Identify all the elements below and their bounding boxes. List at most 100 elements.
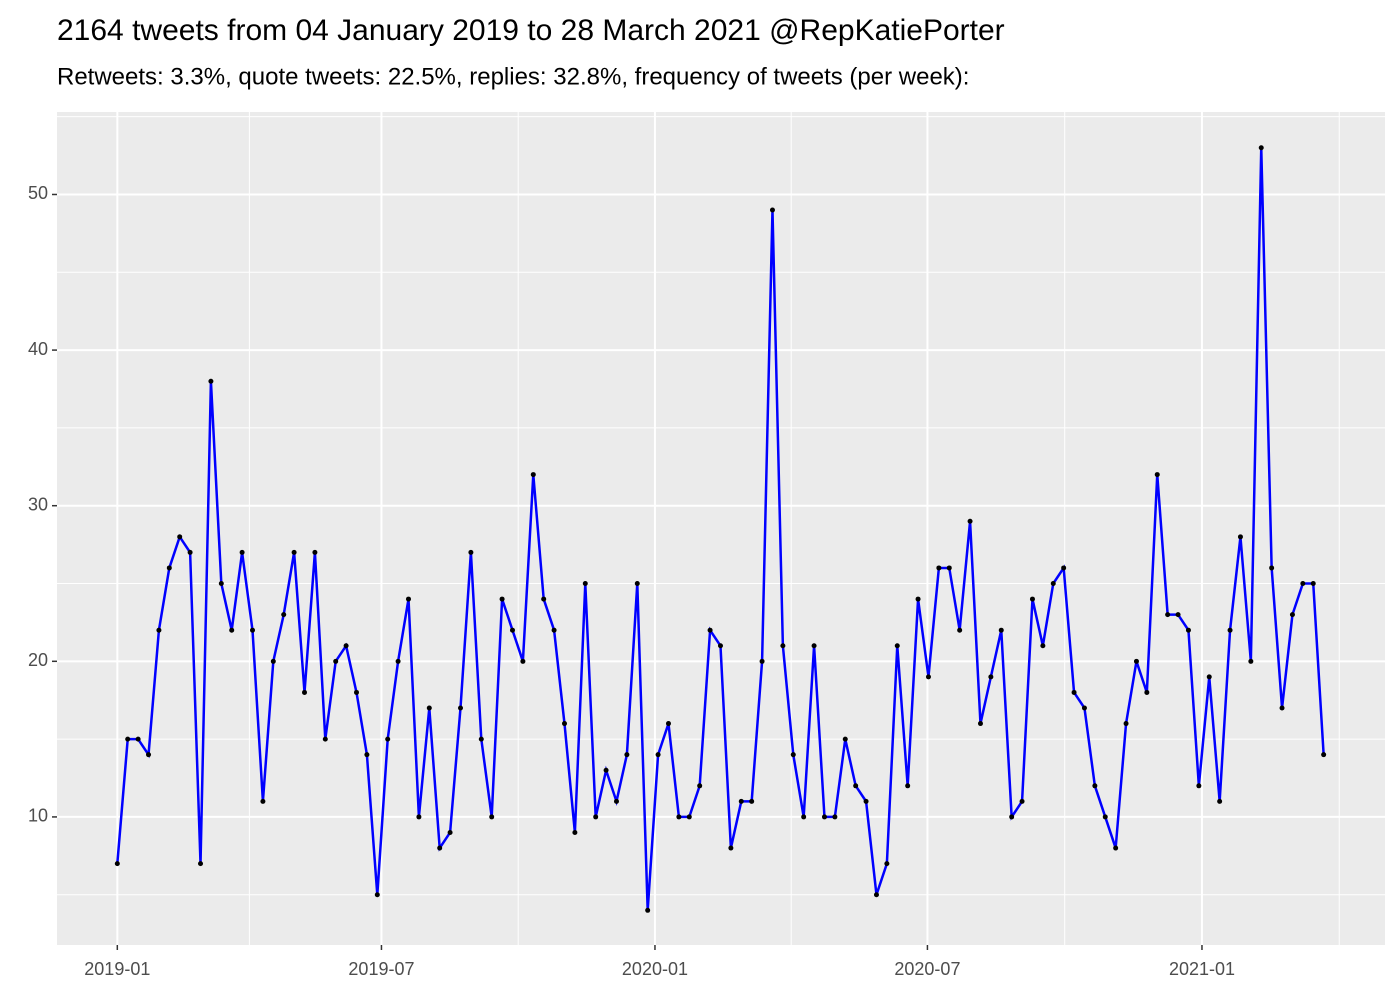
plot-panel bbox=[57, 112, 1385, 945]
point bbox=[229, 627, 235, 633]
point bbox=[582, 581, 588, 587]
point bbox=[156, 627, 162, 633]
point bbox=[322, 736, 328, 742]
chart-subtitle: Retweets: 3.3%, quote tweets: 22.5%, rep… bbox=[57, 63, 969, 90]
point bbox=[1113, 845, 1119, 851]
point bbox=[1196, 783, 1202, 789]
point bbox=[801, 814, 807, 820]
y-tick-label: 50 bbox=[28, 183, 48, 203]
point bbox=[738, 798, 744, 804]
point bbox=[1081, 705, 1087, 711]
point bbox=[1029, 596, 1035, 602]
point bbox=[1300, 581, 1306, 587]
point bbox=[1040, 643, 1046, 649]
x-tick-label: 2021-01 bbox=[1169, 959, 1235, 979]
point bbox=[166, 565, 172, 571]
x-tick-label: 2020-07 bbox=[894, 959, 960, 979]
point bbox=[509, 627, 515, 633]
point bbox=[1227, 627, 1233, 633]
point bbox=[1144, 689, 1150, 695]
point bbox=[894, 643, 900, 649]
y-tick-label: 20 bbox=[28, 650, 48, 670]
chart-title: 2164 tweets from 04 January 2019 to 28 M… bbox=[57, 14, 1005, 47]
point bbox=[385, 736, 391, 742]
point bbox=[686, 814, 692, 820]
x-tick-label: 2019-01 bbox=[84, 959, 150, 979]
point bbox=[905, 783, 911, 789]
point bbox=[676, 814, 682, 820]
point bbox=[707, 627, 713, 633]
point bbox=[863, 798, 869, 804]
point bbox=[457, 705, 463, 711]
point bbox=[572, 829, 578, 835]
point bbox=[281, 612, 287, 618]
point bbox=[561, 721, 567, 727]
point bbox=[1061, 565, 1067, 571]
point bbox=[665, 721, 671, 727]
point bbox=[769, 207, 775, 213]
point bbox=[1019, 798, 1025, 804]
point bbox=[489, 814, 495, 820]
point bbox=[114, 861, 120, 867]
point bbox=[842, 736, 848, 742]
point bbox=[218, 581, 224, 587]
point bbox=[520, 658, 526, 664]
point bbox=[1310, 581, 1316, 587]
y-tick-label: 30 bbox=[28, 494, 48, 514]
point bbox=[541, 596, 547, 602]
point bbox=[1289, 612, 1295, 618]
point bbox=[988, 674, 994, 680]
point bbox=[125, 736, 131, 742]
point bbox=[364, 752, 370, 758]
point bbox=[1050, 581, 1056, 587]
point bbox=[832, 814, 838, 820]
point bbox=[468, 549, 474, 555]
point bbox=[395, 658, 401, 664]
point bbox=[790, 752, 796, 758]
point bbox=[260, 798, 266, 804]
point bbox=[1206, 674, 1212, 680]
point bbox=[239, 549, 245, 555]
point bbox=[374, 892, 380, 898]
point bbox=[1165, 612, 1171, 618]
point bbox=[884, 861, 890, 867]
point bbox=[634, 581, 640, 587]
point bbox=[1237, 534, 1243, 540]
y-tick-label: 40 bbox=[28, 339, 48, 359]
point bbox=[655, 752, 661, 758]
point bbox=[749, 798, 755, 804]
point bbox=[1258, 145, 1264, 151]
point bbox=[198, 861, 204, 867]
point bbox=[1102, 814, 1108, 820]
x-tick-label: 2019-07 bbox=[348, 959, 414, 979]
point bbox=[135, 736, 141, 742]
point bbox=[1009, 814, 1015, 820]
point bbox=[270, 658, 276, 664]
point bbox=[853, 783, 859, 789]
point bbox=[1133, 658, 1139, 664]
point bbox=[603, 767, 609, 773]
point bbox=[759, 658, 765, 664]
point bbox=[645, 907, 651, 913]
point bbox=[1279, 705, 1285, 711]
point bbox=[1217, 798, 1223, 804]
point bbox=[593, 814, 599, 820]
point bbox=[187, 549, 193, 555]
point bbox=[915, 596, 921, 602]
point bbox=[1123, 721, 1129, 727]
point bbox=[1185, 627, 1191, 633]
point bbox=[1092, 783, 1098, 789]
point bbox=[936, 565, 942, 571]
point bbox=[624, 752, 630, 758]
point bbox=[1248, 658, 1254, 664]
y-tick-label: 10 bbox=[28, 806, 48, 826]
point bbox=[613, 798, 619, 804]
point bbox=[1269, 565, 1275, 571]
point bbox=[1321, 752, 1327, 758]
point bbox=[1071, 689, 1077, 695]
point bbox=[291, 549, 297, 555]
point bbox=[208, 378, 214, 384]
point bbox=[977, 721, 983, 727]
